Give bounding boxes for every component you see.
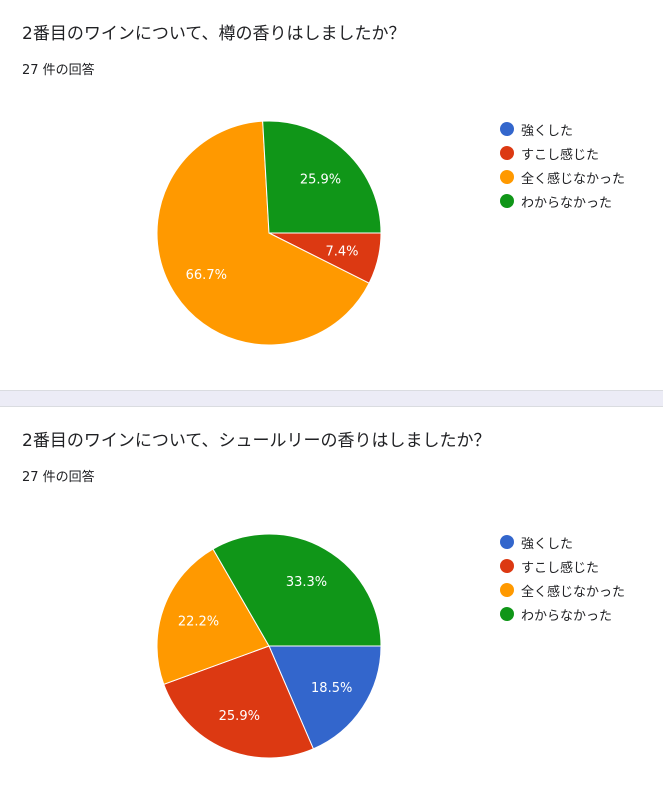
- question-card-2: 2番目のワインについて、シュールリーの香りはしましたか？ 27 件の回答 18.…: [0, 407, 663, 797]
- legend-swatch-icon: [500, 535, 514, 549]
- pie-value-label: 25.9%: [300, 173, 341, 188]
- pie-slice[interactable]: [163, 645, 315, 759]
- legend-label: すこし感じた: [521, 147, 600, 163]
- legend-swatch-icon: [500, 122, 514, 136]
- question-title: 2番目のワインについて、樽の香りはしましたか？: [22, 24, 406, 44]
- pie-slice[interactable]: [268, 645, 382, 750]
- pie-chart-2: 18.5% 25.9% 22.2% 33.3%: [156, 533, 382, 759]
- chart-legend-1: 強くしたすこし感じた全く感じなかった わからなかった: [500, 117, 625, 213]
- pie-slice[interactable]: [156, 120, 370, 346]
- legend-item[interactable]: わからなかった: [500, 189, 625, 213]
- legend-label: 強くした: [521, 123, 574, 139]
- card-divider: [0, 390, 663, 407]
- pie-slice[interactable]: [262, 120, 382, 234]
- question-card-1: 2番目のワインについて、樽の香りはしましたか？ 27 件の回答 7.4% 66.7…: [0, 0, 663, 390]
- legend-swatch-icon: [500, 170, 514, 184]
- legend-swatch-icon: [500, 194, 514, 208]
- pie-value-label: 7.4%: [325, 244, 358, 259]
- pie-value-label: 18.5%: [311, 681, 352, 696]
- pie-value-label: 66.7%: [186, 268, 227, 283]
- response-count: 27 件の回答: [22, 470, 95, 485]
- legend-item[interactable]: 強くした: [500, 530, 625, 554]
- pie-value-label: 22.2%: [178, 614, 219, 629]
- pie-value-label: 25.9%: [219, 709, 260, 724]
- legend-item[interactable]: すこし感じた: [500, 554, 625, 578]
- pie-slice[interactable]: [156, 548, 270, 685]
- legend-item[interactable]: 強くした: [500, 117, 625, 141]
- legend-label: わからなかった: [521, 608, 613, 624]
- question-title: 2番目のワインについて、シュールリーの香りはしましたか？: [22, 431, 491, 451]
- pie-slice[interactable]: [212, 533, 382, 647]
- pie-chart-1: 7.4% 66.7% 25.9%: [156, 120, 382, 346]
- legend-label: 全く感じなかった: [521, 584, 626, 600]
- legend-item[interactable]: わからなかった: [500, 602, 625, 626]
- pie-value-label: 33.3%: [286, 575, 327, 590]
- legend-label: すこし感じた: [521, 560, 600, 576]
- legend-label: 強くした: [521, 536, 574, 552]
- legend-swatch-icon: [500, 146, 514, 160]
- legend-label: 全く感じなかった: [521, 171, 626, 187]
- legend-item[interactable]: 全く感じなかった: [500, 578, 625, 602]
- response-count: 27 件の回答: [22, 63, 95, 78]
- legend-item[interactable]: 全く感じなかった: [500, 165, 625, 189]
- legend-swatch-icon: [500, 559, 514, 573]
- legend-label: わからなかった: [521, 195, 613, 211]
- legend-swatch-icon: [500, 583, 514, 597]
- legend-item[interactable]: すこし感じた: [500, 141, 625, 165]
- legend-swatch-icon: [500, 607, 514, 621]
- chart-legend-2: 強くしたすこし感じた全く感じなかった わからなかった: [500, 530, 625, 626]
